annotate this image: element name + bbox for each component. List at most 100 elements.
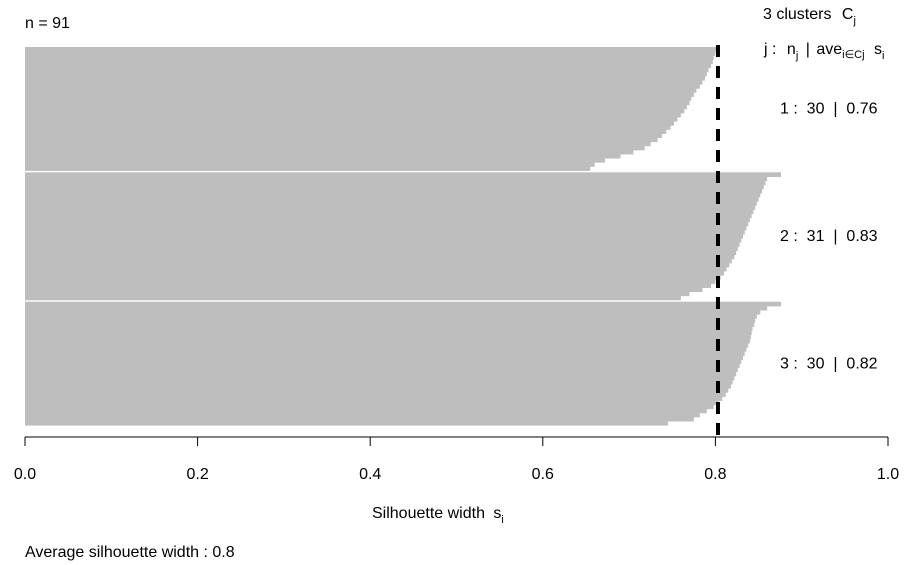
silhouette-bar <box>25 205 756 210</box>
silhouette-bar <box>25 351 745 356</box>
cluster-label: 3 : 30 | 0.82 <box>780 355 878 372</box>
silhouette-bar <box>25 363 740 369</box>
silhouette-bar <box>25 184 764 190</box>
x-tick-label: 0.8 <box>704 466 726 483</box>
x-tick-label: 0.2 <box>186 466 208 483</box>
n-label: n = 91 <box>25 15 70 32</box>
silhouette-bar <box>25 51 716 56</box>
silhouette-bar <box>25 75 706 81</box>
x-axis-label-text: Silhouette width <box>372 505 485 522</box>
silhouette-bar <box>25 221 749 227</box>
silhouette-bar <box>25 129 667 134</box>
x-tick-label: 0.0 <box>14 466 36 483</box>
silhouette-bar <box>25 55 714 60</box>
silhouette-bar <box>25 346 747 352</box>
silhouette-bar <box>25 359 742 364</box>
silhouette-bar <box>25 334 751 340</box>
silhouette-bar <box>25 291 690 297</box>
column-header-sep: | <box>806 41 810 58</box>
silhouette-bar <box>25 305 768 311</box>
silhouette-bar <box>25 283 712 288</box>
column-header-n-sub: j <box>795 50 798 62</box>
silhouette-bar <box>25 371 737 377</box>
silhouette-bar <box>25 375 735 381</box>
silhouette-bar <box>25 63 712 69</box>
silhouette-bar <box>25 322 755 327</box>
silhouette-bar <box>25 59 713 65</box>
x-tick-label: 1.0 <box>877 466 899 483</box>
silhouette-bar <box>25 157 605 163</box>
clusters-header-text: 3 clusters <box>763 6 831 23</box>
average-width-footer: Average silhouette width : 0.8 <box>25 544 235 561</box>
clusters-header-symbol: C <box>842 6 854 23</box>
silhouette-bar <box>25 225 747 231</box>
silhouette-bar <box>25 250 737 256</box>
silhouette-bar <box>25 275 721 280</box>
silhouette-bar <box>25 330 752 336</box>
silhouette-bar <box>25 254 735 260</box>
silhouette-bar <box>25 367 738 373</box>
x-tick-label: 0.4 <box>359 466 381 483</box>
silhouette-bar <box>25 213 752 219</box>
silhouette-bar <box>25 162 595 167</box>
silhouette-bar <box>25 180 766 186</box>
silhouette-bar <box>25 279 716 284</box>
silhouette-bar <box>25 262 730 268</box>
silhouette-bar <box>25 71 707 77</box>
bars-layer <box>25 47 781 426</box>
silhouette-bar <box>25 83 700 89</box>
silhouette-bar <box>25 145 645 151</box>
column-header-ave-sub: i∈Cj <box>842 49 864 61</box>
silhouette-bar <box>25 287 703 293</box>
silhouette-bar <box>25 258 732 264</box>
silhouette-bar <box>25 314 757 319</box>
column-header-s: s <box>874 41 882 58</box>
silhouette-bar <box>25 412 700 418</box>
column-header-ave: ave <box>816 41 842 58</box>
silhouette-bar <box>25 47 718 52</box>
x-axis-label-subscript: i <box>501 514 503 526</box>
silhouette-bar <box>25 104 687 110</box>
cluster-label: 2 : 31 | 0.83 <box>780 228 878 245</box>
silhouette-bar <box>25 396 723 401</box>
silhouette-bar <box>25 404 714 410</box>
silhouette-bar <box>25 217 750 223</box>
silhouette-bar <box>25 166 591 171</box>
silhouette-bar <box>25 209 754 214</box>
silhouette-bar <box>25 196 759 202</box>
silhouette-bar <box>25 355 744 360</box>
silhouette-bar <box>25 295 681 301</box>
silhouette-bar <box>25 133 662 139</box>
silhouette-bar <box>25 416 694 422</box>
silhouette-bar <box>25 266 727 272</box>
silhouette-bar <box>25 420 668 426</box>
silhouette-bar <box>25 137 658 143</box>
silhouette-bar <box>25 79 703 85</box>
silhouette-bar <box>25 408 707 414</box>
silhouette-bar <box>25 242 740 247</box>
silhouette-bar <box>25 233 744 239</box>
silhouette-bar <box>25 96 692 102</box>
silhouette-bar <box>25 92 694 97</box>
silhouette-bar <box>25 309 761 315</box>
silhouette-bar <box>25 108 685 114</box>
silhouette-bar <box>25 172 781 178</box>
silhouette-bar <box>25 246 738 251</box>
silhouette-bar <box>25 192 761 198</box>
silhouette-bar <box>25 153 621 159</box>
silhouette-bar <box>25 238 742 243</box>
silhouette-bar <box>25 125 671 130</box>
column-header-s-sub: i <box>882 50 884 62</box>
silhouette-bar <box>25 120 674 126</box>
silhouette-bar <box>25 112 681 118</box>
silhouette-bar <box>25 338 750 344</box>
silhouette-bar <box>25 270 725 276</box>
silhouette-bar <box>25 342 749 348</box>
x-axis: 0.0 0.2 0.4 0.6 0.8 1.0 <box>14 436 899 483</box>
cluster-label: 1 : 30 | 0.76 <box>780 101 878 118</box>
silhouette-bar <box>25 116 678 122</box>
clusters-header-subscript: j <box>852 15 855 27</box>
silhouette-bar <box>25 388 729 393</box>
silhouette-bar <box>25 379 733 385</box>
